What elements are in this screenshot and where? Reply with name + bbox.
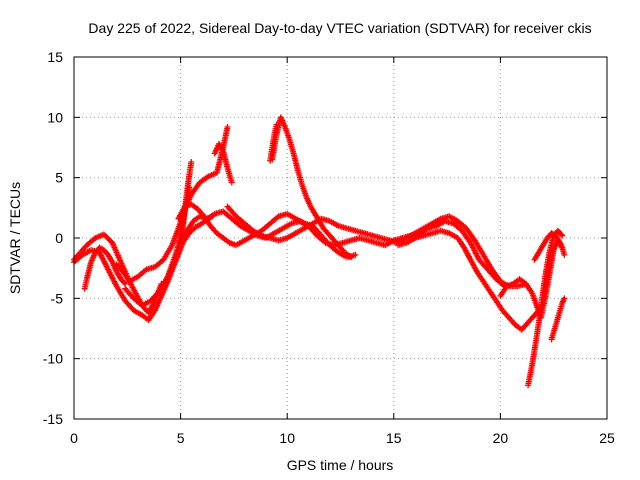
- grid-lines: [74, 57, 607, 419]
- x-tick-label: 10: [279, 430, 295, 446]
- data-point: [559, 244, 566, 251]
- y-tick-label: -5: [51, 290, 64, 306]
- satellite-track-10: [177, 158, 195, 248]
- y-tick-label: 5: [55, 170, 63, 186]
- y-tick-label: -15: [43, 411, 63, 427]
- satellite-track-13: [525, 227, 566, 389]
- data-point: [561, 251, 568, 258]
- data-point: [273, 121, 280, 128]
- satellite-track-6: [269, 114, 355, 261]
- x-tick-labels: 0 5 10 15 20 25: [70, 430, 615, 446]
- data-point: [224, 123, 231, 130]
- y-tick-labels: -15 -10 -5 0 5 10 15: [43, 49, 63, 427]
- satellite-track-16: [548, 295, 568, 343]
- satellite-track-17: [113, 261, 165, 316]
- y-tick-label: 10: [47, 109, 63, 125]
- data-point: [122, 280, 129, 287]
- satellite-track-15: [531, 230, 566, 263]
- chart-title: Day 225 of 2022, Sidereal Day-to-day VTE…: [88, 20, 591, 36]
- satellite-track-8: [267, 121, 280, 164]
- satellite-track-5: [224, 203, 529, 290]
- data-point: [158, 280, 165, 287]
- satellite-track-11: [81, 244, 129, 292]
- y-tick-label: 15: [47, 49, 63, 65]
- axis-ticks: [73, 56, 608, 420]
- data-point: [561, 295, 568, 302]
- data-point: [228, 179, 235, 186]
- data-point: [121, 279, 128, 286]
- y-tick-label: 0: [55, 230, 63, 246]
- plot-frame: [73, 56, 608, 420]
- x-tick-label: 5: [177, 430, 185, 446]
- satellite-track-1: [71, 123, 231, 285]
- y-tick-label: -10: [43, 351, 63, 367]
- x-tick-label: 20: [493, 430, 509, 446]
- data-point: [348, 254, 355, 261]
- y-axis-title: SDTVAR / TECUs: [7, 182, 23, 294]
- satellite-track-4: [175, 201, 359, 261]
- data-point: [558, 231, 565, 238]
- data-point: [188, 158, 195, 165]
- satellite-track-7: [211, 140, 235, 186]
- data-point: [352, 251, 359, 258]
- data-marks: [71, 114, 568, 389]
- x-tick-label: 15: [386, 430, 402, 446]
- x-axis-title: GPS time / hours: [287, 457, 394, 473]
- data-point: [559, 232, 566, 239]
- satellite-track-14: [497, 237, 568, 321]
- x-tick-label: 25: [599, 430, 615, 446]
- x-tick-label: 0: [70, 430, 78, 446]
